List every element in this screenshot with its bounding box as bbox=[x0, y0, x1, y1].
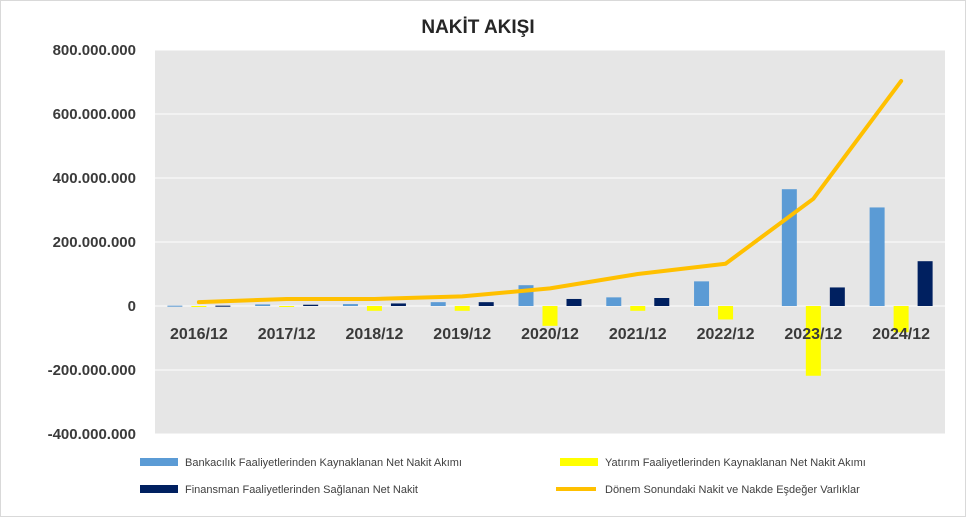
y-tick-label: -200.000.000 bbox=[48, 362, 136, 379]
x-tick-label: 2021/12 bbox=[609, 326, 667, 343]
bar bbox=[454, 306, 470, 311]
line-series bbox=[196, 79, 904, 305]
y-tick-label: 400.000.000 bbox=[53, 170, 136, 187]
legend-label: Yatırım Faaliyetlerinden Kaynaklanan Net… bbox=[605, 457, 866, 469]
bar bbox=[893, 306, 909, 333]
bar bbox=[805, 306, 821, 376]
bar bbox=[654, 298, 670, 306]
bar bbox=[279, 306, 295, 307]
bar bbox=[606, 297, 622, 306]
legend-label: Finansman Faaliyetlerinden Sağlanan Net … bbox=[185, 484, 418, 496]
bar bbox=[430, 302, 446, 306]
y-tick-label: 0 bbox=[128, 298, 136, 315]
bar bbox=[829, 287, 845, 306]
y-tick-label: 800.000.000 bbox=[53, 42, 136, 59]
x-tick-label: 2022/12 bbox=[697, 326, 755, 343]
bar bbox=[303, 304, 319, 306]
x-tick-label: 2016/12 bbox=[170, 326, 228, 343]
x-tick-label: 2017/12 bbox=[258, 326, 316, 343]
bar bbox=[694, 281, 710, 306]
x-tick-label: 2018/12 bbox=[346, 326, 404, 343]
legend-swatch bbox=[140, 458, 178, 466]
bar bbox=[566, 298, 582, 306]
x-tick-label: 2023/12 bbox=[784, 326, 842, 343]
bar bbox=[630, 306, 646, 311]
legend-label: Dönem Sonundaki Nakit ve Nakde Eşdeğer V… bbox=[605, 484, 860, 496]
y-tick-label: 600.000.000 bbox=[53, 106, 136, 123]
x-tick-label: 2019/12 bbox=[433, 326, 491, 343]
y-tick-label: -400.000.000 bbox=[48, 426, 136, 443]
legend-swatch bbox=[140, 485, 178, 493]
bar bbox=[191, 306, 207, 307]
bar bbox=[255, 304, 271, 306]
x-tick-label: 2020/12 bbox=[521, 326, 579, 343]
bar bbox=[869, 207, 885, 306]
bar bbox=[167, 305, 183, 307]
chart-title: NAKİT AKIŞI bbox=[421, 17, 534, 38]
bar bbox=[478, 302, 494, 306]
legend-swatch bbox=[560, 458, 598, 466]
bar bbox=[366, 306, 382, 311]
y-tick-label: 200.000.000 bbox=[53, 234, 136, 251]
bar bbox=[342, 304, 358, 306]
bar bbox=[542, 306, 558, 326]
legend-label: Bankacılık Faaliyetlerinden Kaynaklanan … bbox=[185, 457, 462, 469]
x-tick-label: 2024/12 bbox=[872, 326, 930, 343]
bar bbox=[718, 306, 734, 320]
bar bbox=[390, 303, 406, 306]
bar bbox=[215, 305, 231, 307]
bar bbox=[781, 189, 797, 306]
bar bbox=[917, 261, 933, 306]
